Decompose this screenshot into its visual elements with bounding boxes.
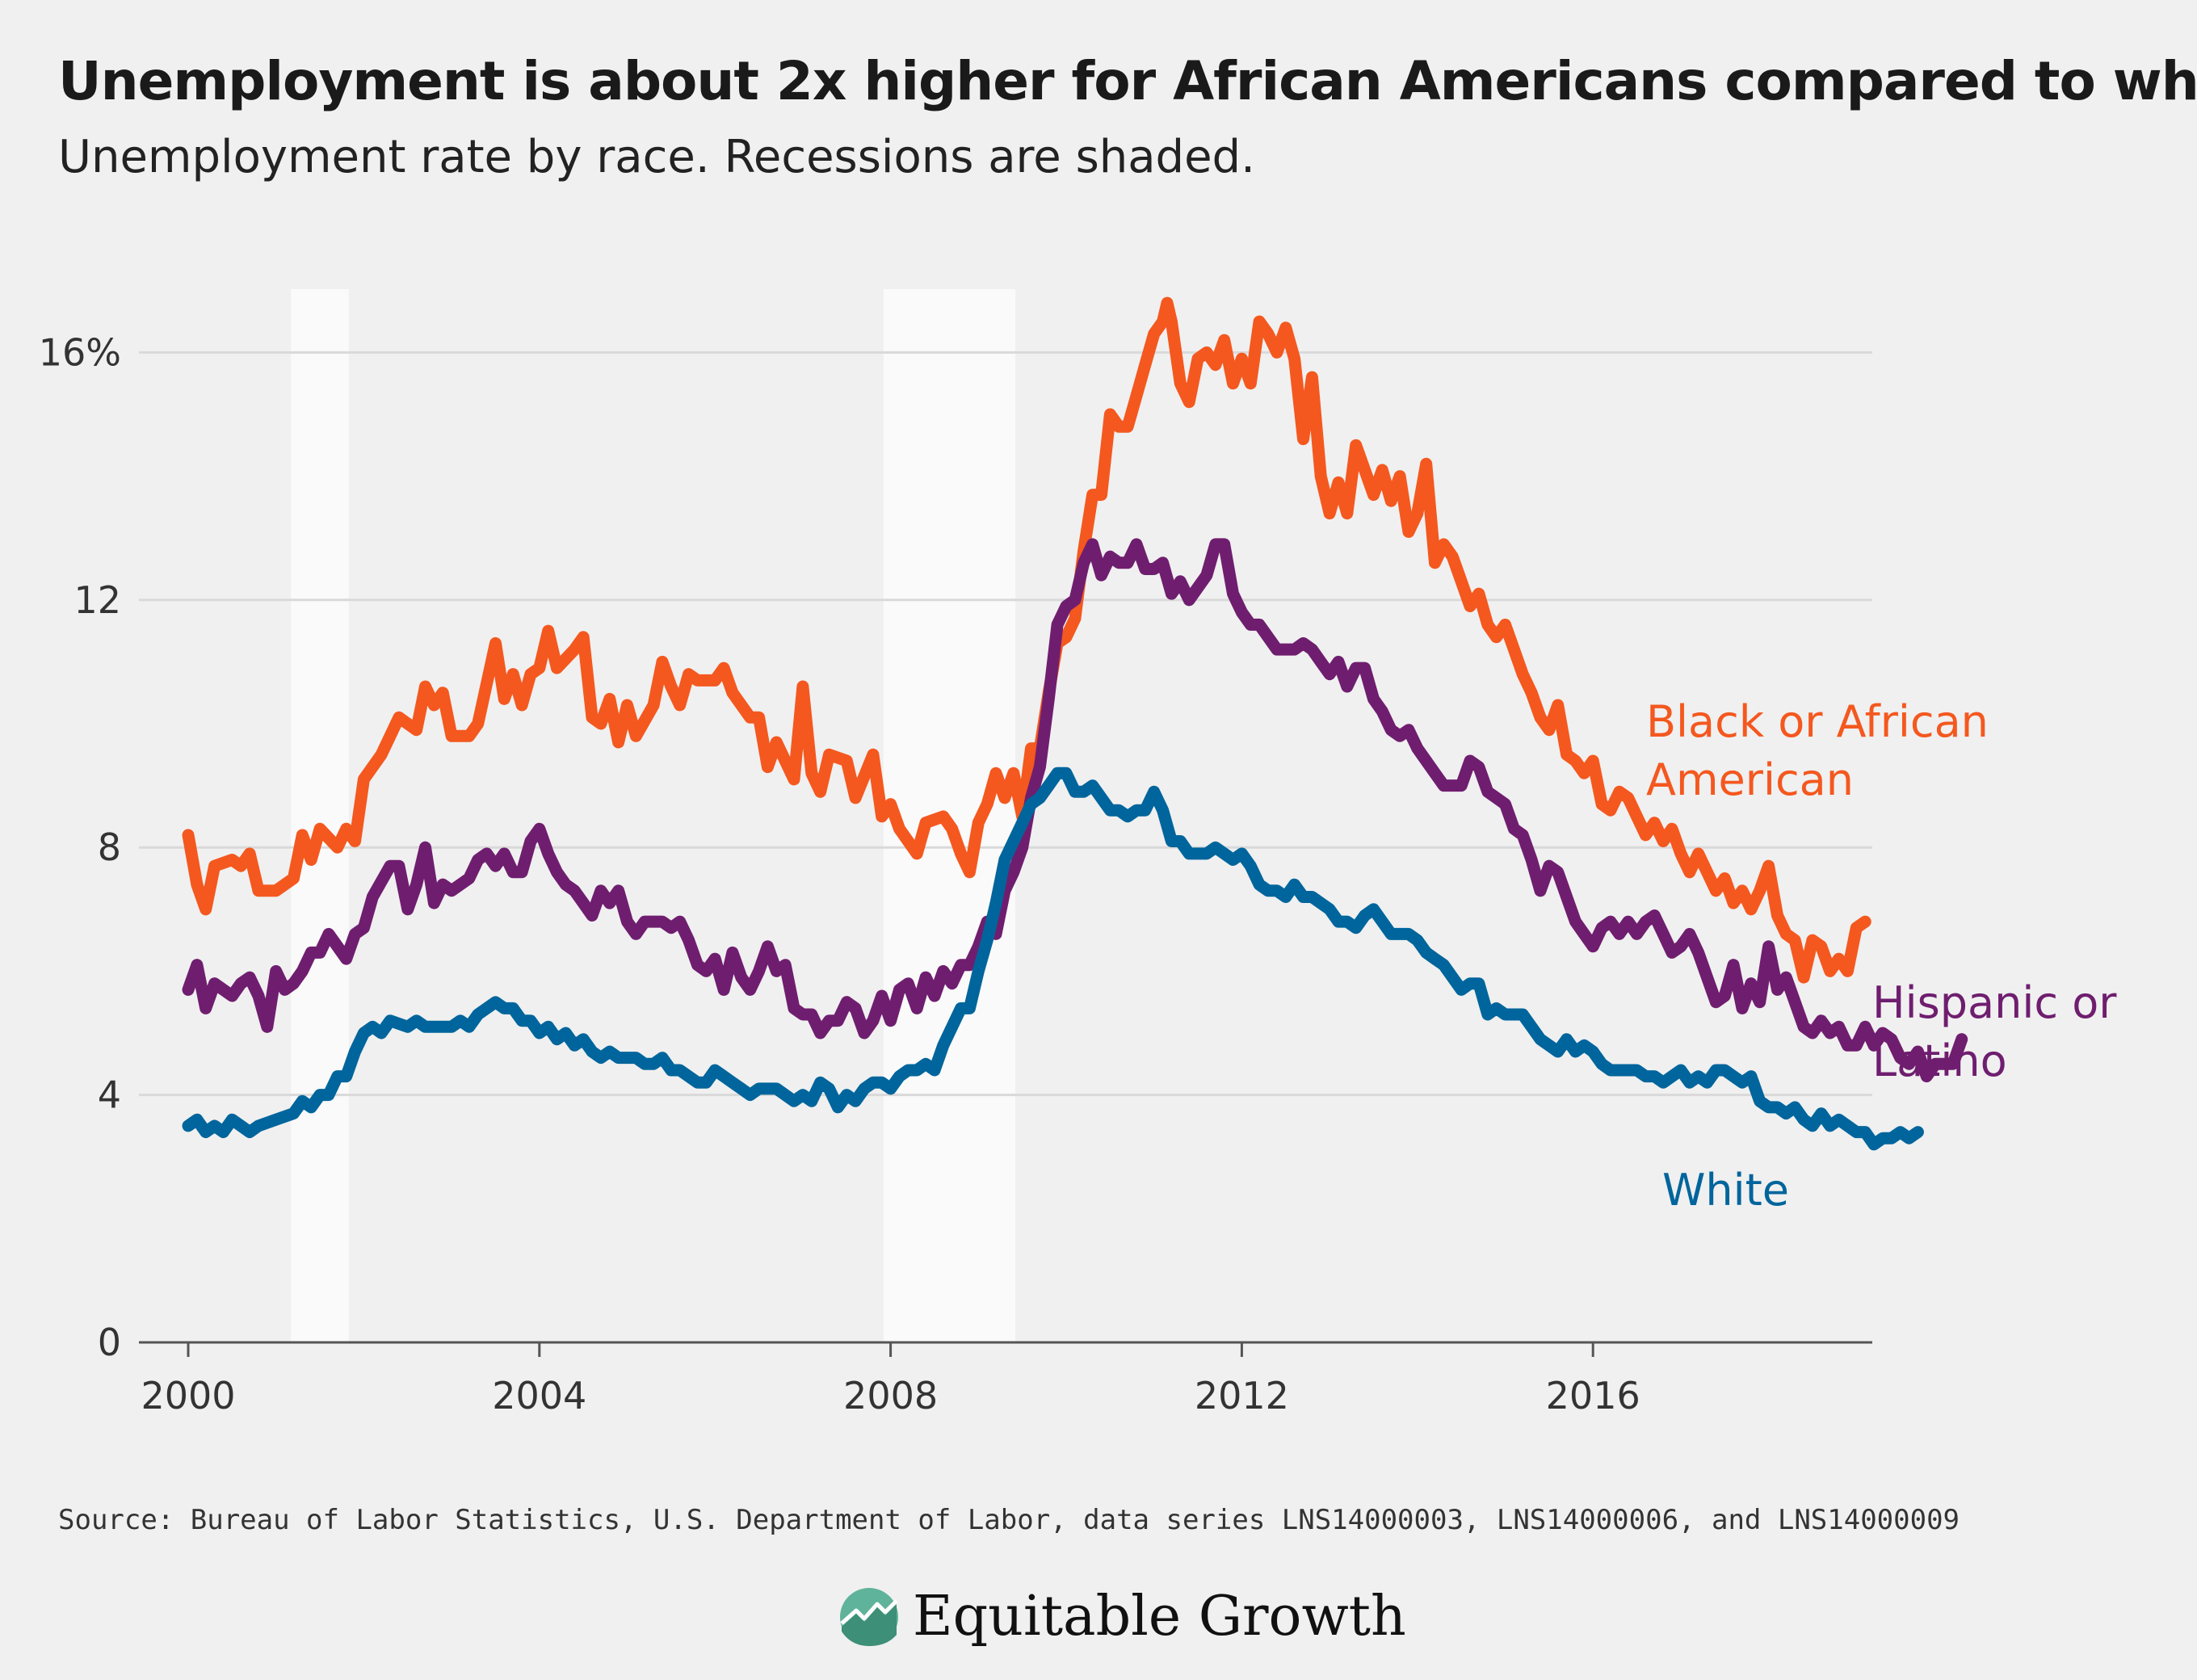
x-tick-label: 2012 xyxy=(1195,1374,1289,1418)
series-lines xyxy=(182,296,1968,1151)
growth-chart-logo-icon xyxy=(840,1587,898,1646)
series-label-white: White xyxy=(1662,1165,1789,1216)
recession-band-0 xyxy=(291,289,349,1342)
series-line-hispanic xyxy=(182,538,1968,1083)
y-tick-label: 0 xyxy=(98,1321,121,1364)
x-tick-labels: 2000 2004 2008 2012 2016 xyxy=(141,1342,1640,1418)
series-label-black: Black or African xyxy=(1646,696,1989,747)
y-tick-label: 4 xyxy=(98,1073,121,1117)
series-label-black: American xyxy=(1646,754,1854,805)
series-label-hispanic: Latino xyxy=(1872,1035,2007,1086)
series-line-white xyxy=(182,766,1924,1151)
x-tick-label: 2004 xyxy=(492,1374,586,1418)
series-labels: Black or African American Hispanic or Latin… xyxy=(1646,696,2117,1216)
chart-subtitle: Unemployment rate by race. Recessions ar… xyxy=(58,131,1255,183)
brand-name: Equitable Growth xyxy=(913,1585,1406,1648)
line-chart: 0 4 8 12 16% 2000 2004 2008 2012 2016 Black or A… xyxy=(38,289,2118,1418)
recession-bands xyxy=(291,289,1015,1342)
y-tick-label: 8 xyxy=(98,825,121,869)
x-tick-label: 2000 xyxy=(141,1374,235,1418)
y-tick-label: 12 xyxy=(74,578,121,622)
y-tick-label: 16% xyxy=(39,330,121,374)
brand-logo: Equitable Growth xyxy=(838,1585,1406,1648)
y-tick-labels: 0 4 8 12 16% xyxy=(39,330,121,1364)
x-tick-label: 2008 xyxy=(843,1374,938,1418)
source-note: Source: Bureau of Labor Statistics, U.S.… xyxy=(58,1504,1960,1536)
x-tick-label: 2016 xyxy=(1546,1374,1640,1418)
chart-title: Unemployment is about 2x higher for Afri… xyxy=(58,50,2197,112)
series-line-black xyxy=(182,296,1871,984)
series-label-hispanic: Hispanic or xyxy=(1872,977,2117,1028)
